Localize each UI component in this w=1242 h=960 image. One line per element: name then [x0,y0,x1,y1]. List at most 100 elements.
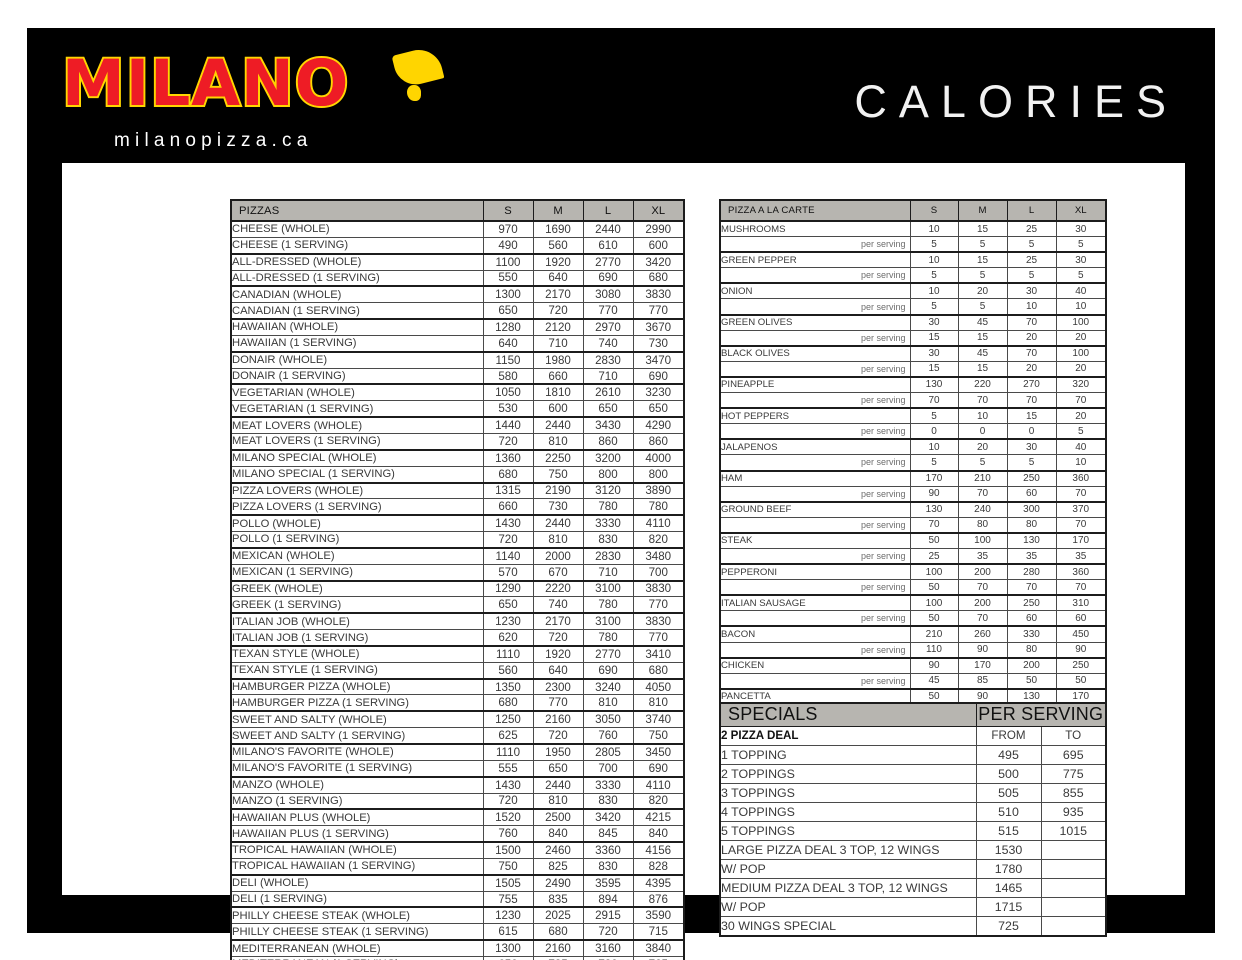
topping-value-xl: 450 [1055,625,1107,643]
per-serving-label: per serving [719,298,911,316]
table-row-per-serving: per serving 5 5 5 10 [719,454,1107,471]
per-serving-value-m: 70 [957,610,1008,627]
calorie-value-m: 750 [532,465,584,484]
calorie-value-s: 650 [482,596,534,614]
calorie-value-m: 640 [532,661,584,680]
table-row: SWEET AND SALTY (1 SERVING) 625 720 760 750 [230,727,685,745]
pizza-name: POLLO (WHOLE) [230,514,484,533]
topping-value-m: 220 [957,375,1008,394]
pizza-name: HAWAIIAN PLUS (WHOLE) [230,808,484,827]
calorie-value-s: 570 [482,563,534,582]
table-row: GROUND BEEF 130 240 300 370 [719,500,1107,518]
pizza-name: VEGETARIAN (WHOLE) [230,383,484,402]
table-row: DELI (WHOLE) 1505 2490 3595 4395 [230,873,685,892]
special-to-value: 775 [1040,763,1107,784]
per-serving-value-m: 35 [957,547,1008,565]
specials-table: SPECIALS PER SERVING 2 PIZZA DEAL FROM T… [719,702,1107,938]
calorie-value-xl: 730 [632,334,685,353]
calorie-value-xl: 690 [632,367,685,385]
table-row: W/ POP 1780 [719,859,1107,880]
per-serving-value-xl: 5 [1055,236,1107,253]
topping-value-xl: 30 [1055,220,1107,238]
calorie-value-s: 555 [482,759,534,778]
special-to-value [1040,878,1107,899]
topping-value-l: 270 [1006,375,1057,394]
calorie-value-m: 2160 [532,939,584,957]
calorie-value-m: 2300 [532,677,584,696]
per-serving-value-xl: 5 [1055,267,1107,284]
pizza-name: TEXAN STYLE (1 SERVING) [230,661,484,680]
per-serving-value-s: 70 [909,392,959,409]
per-serving-value-xl: 35 [1055,547,1107,565]
calorie-value-s: 1290 [482,579,534,598]
calorie-value-m: 2440 [532,416,584,434]
calorie-value-xl: 770 [632,302,685,320]
topping-name: GREEN OLIVES [719,313,911,331]
table-row: HAWAIIAN (1 SERVING) 640 710 740 730 [230,334,685,353]
special-name: 3 TOPPINGS [719,782,977,803]
pizza-name: POLLO (1 SERVING) [230,531,484,549]
alacarte-title: PIZZA A LA CARTE [719,199,911,222]
table-row: DONAIR (1 SERVING) 580 660 710 690 [230,367,685,385]
table-row: ALL-DRESSED (1 SERVING) 550 640 690 680 [230,269,685,287]
per-serving-label: per serving [719,579,911,596]
topping-value-xl: 370 [1055,500,1107,518]
table-row: 3 TOPPINGS 505 855 [719,782,1107,803]
calorie-value-m: 2120 [532,318,584,336]
table-row: 1 TOPPING 495 695 [719,744,1107,765]
topping-value-s: 130 [909,500,959,518]
calorie-value-l: 2770 [582,252,634,271]
table-row-per-serving: per serving 70 70 70 70 [719,392,1107,409]
calorie-value-l: 780 [582,629,634,647]
calorie-value-m: 600 [532,400,584,418]
table-row-per-serving: per serving 15 15 20 20 [719,329,1107,347]
pizza-name: MILANO SPECIAL (WHOLE) [230,448,484,467]
to-header: TO [1040,725,1107,746]
calorie-value-s: 1300 [482,285,534,304]
topping-value-m: 200 [957,594,1008,612]
per-serving-label: per serving [719,610,911,627]
calorie-value-l: 800 [582,465,634,484]
calorie-value-xl: 4290 [632,416,685,434]
calorie-value-l: 3080 [582,285,634,304]
topping-name: BACON [719,625,911,643]
table-row: PIZZA LOVERS (1 SERVING) 660 730 780 780 [230,498,685,516]
table-row: MILANO'S FAVORITE (1 SERVING) 555 650 700 69… [230,759,685,778]
topping-value-s: 100 [909,563,959,581]
calorie-value-m: 810 [532,792,584,810]
table-row: TEXAN STYLE (1 SERVING) 560 640 690 680 [230,661,685,680]
table-row: 4 TOPPINGS 510 935 [719,801,1107,822]
calorie-value-s: 1300 [482,939,534,957]
special-name: 1 TOPPING [719,744,977,765]
topping-value-l: 300 [1006,500,1057,518]
table-row: CHICKEN 90 170 200 250 [719,656,1107,674]
pizza-name: MEDITERRANEAN (1 SERVING) [230,955,484,960]
per-serving-value-s: 5 [909,298,959,316]
topping-name: STEAK [719,531,911,549]
calorie-value-xl: 840 [632,825,685,843]
table-row: ITALIAN JOB (WHOLE) 1230 2170 3100 3830 [230,612,685,631]
calorie-value-s: 660 [482,498,534,516]
calorie-value-s: 1280 [482,318,534,336]
table-row: HAM 170 210 250 360 [719,469,1107,487]
calorie-value-s: 650 [482,955,534,960]
per-serving-value-s: 70 [909,516,959,534]
table-row-per-serving: per serving 5 5 10 10 [719,298,1107,316]
calorie-value-xl: 3830 [632,612,685,631]
calorie-value-s: 1230 [482,612,534,631]
per-serving-value-m: 70 [957,392,1008,409]
topping-value-xl: 40 [1055,282,1107,300]
pizza-name: MILANO'S FAVORITE (WHOLE) [230,742,484,761]
per-serving-label: per serving [719,485,911,503]
per-serving-value-s: 5 [909,236,959,253]
per-serving-label: per serving [719,267,911,284]
table-row: PIZZA LOVERS (WHOLE) 1315 2190 3120 3890 [230,481,685,500]
per-serving-value-l: 80 [1006,641,1057,659]
per-serving-value-l: 35 [1006,547,1057,565]
calorie-value-s: 1230 [482,906,534,925]
calorie-value-xl: 770 [632,629,685,647]
topping-value-s: 10 [909,251,959,269]
table-row: MANZO (1 SERVING) 720 810 830 820 [230,792,685,810]
topping-value-m: 20 [957,282,1008,300]
per-serving-label: per serving [719,423,911,440]
